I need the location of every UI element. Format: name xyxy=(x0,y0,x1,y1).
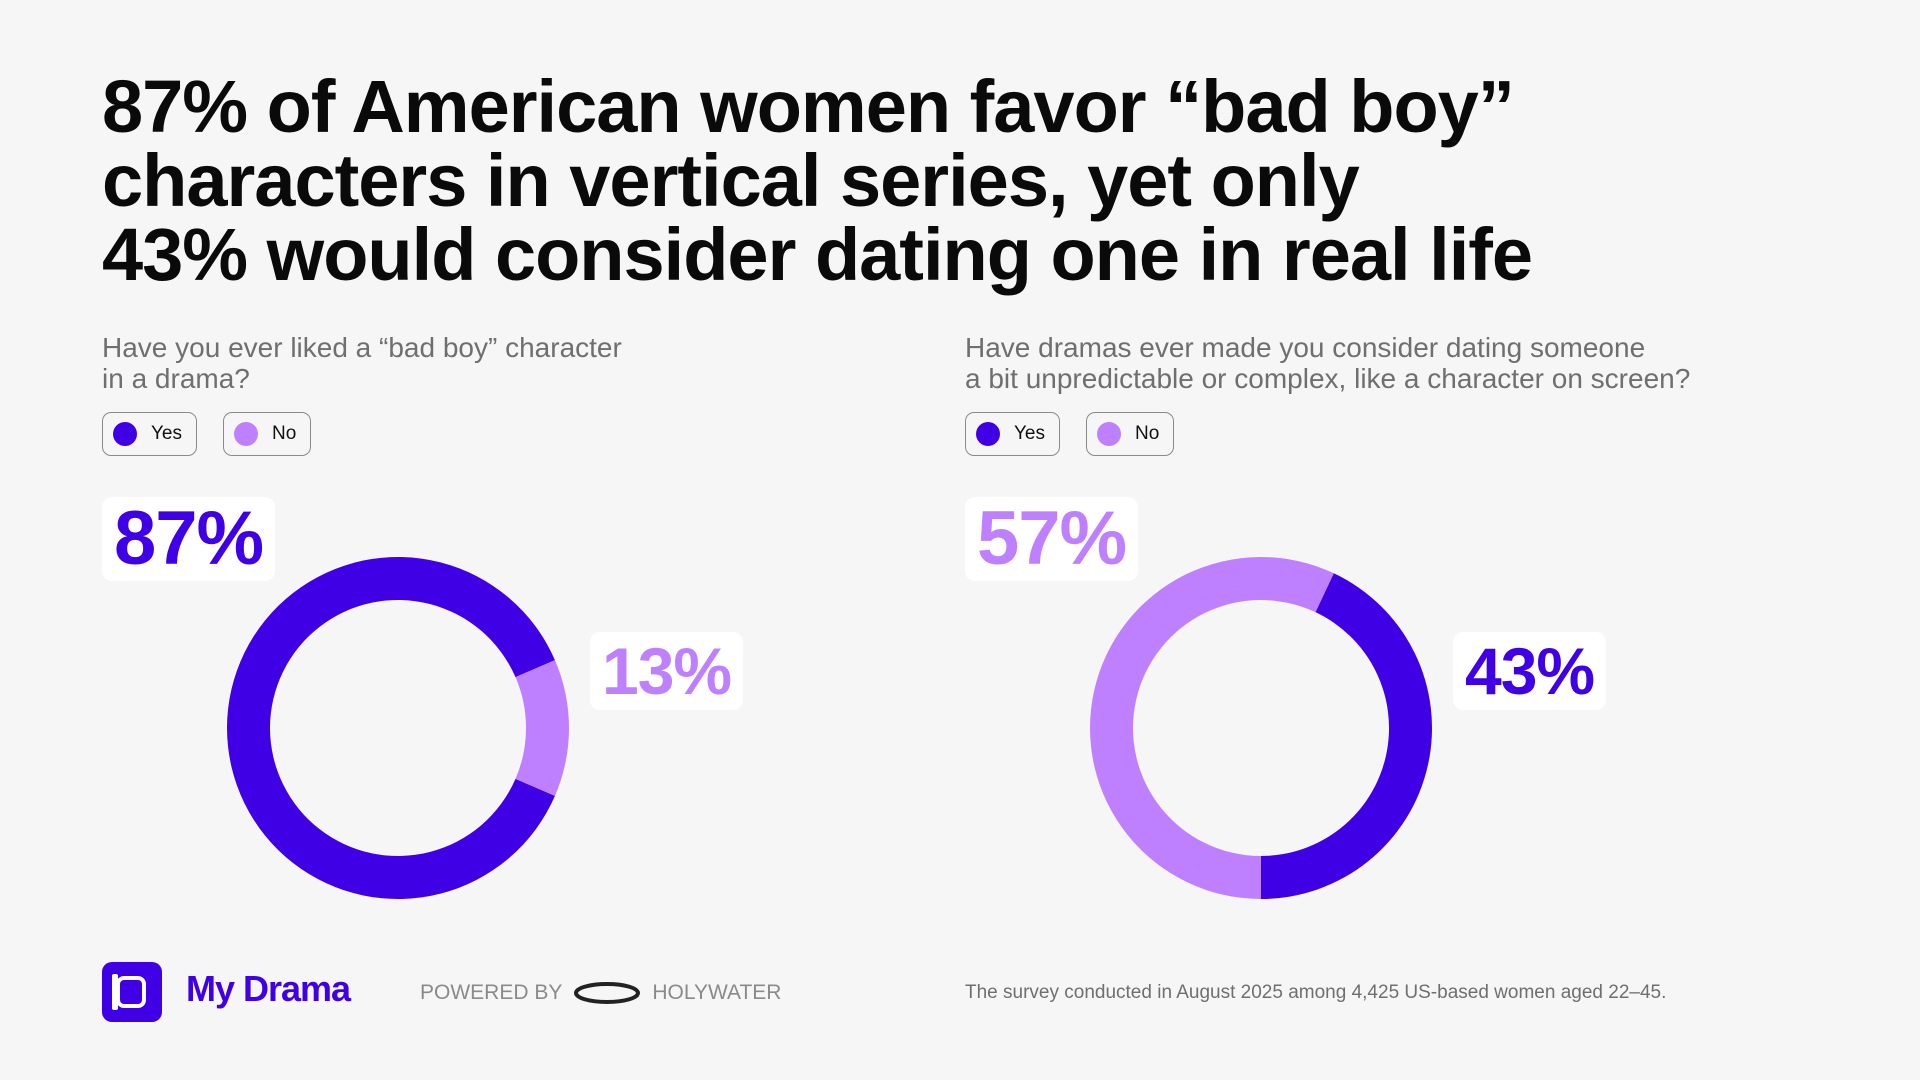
chart-panel-dating-consideration: Have dramas ever made you consider datin… xyxy=(965,332,1825,932)
data-label-yes: 87% xyxy=(102,497,276,581)
headline-line-1: 87% of American women favor “bad boy” xyxy=(102,65,1515,148)
question-1-line-2: in a drama? xyxy=(102,363,250,394)
survey-note: The survey conducted in August 2025 amon… xyxy=(965,982,1667,1003)
legend-yes-label: Yes xyxy=(151,423,182,444)
legend-yes-swatch xyxy=(976,422,1000,446)
holywater-logo-icon xyxy=(574,982,641,1004)
headline: 87% of American women favor “bad boy” ch… xyxy=(102,70,1702,292)
question-1-line-1: Have you ever liked a “bad boy” characte… xyxy=(102,332,622,363)
legend-yes[interactable]: Yes xyxy=(965,412,1060,456)
legend-yes-swatch xyxy=(113,422,137,446)
headline-line-2: characters in vertical series, yet only xyxy=(102,139,1360,222)
question-2-line-2: a bit unpredictable or complex, like a c… xyxy=(965,363,1691,394)
chart-panel-bad-boy-liked: Have you ever liked a “bad boy” characte… xyxy=(102,332,962,932)
legend-2: Yes No xyxy=(965,412,1175,456)
powered-by: POWERED BY HOLYWATER xyxy=(420,981,781,1005)
legend-1: Yes No xyxy=(102,412,312,456)
donut-chart-2 xyxy=(1090,557,1432,899)
slice-no xyxy=(1090,557,1334,899)
data-label-no: 13% xyxy=(590,632,744,710)
slice-no xyxy=(515,660,569,796)
legend-no-swatch xyxy=(234,422,258,446)
legend-no-swatch xyxy=(1097,422,1121,446)
slice-yes xyxy=(227,557,555,899)
question-1: Have you ever liked a “bad boy” characte… xyxy=(102,332,622,394)
question-2-line-1: Have dramas ever made you consider datin… xyxy=(965,332,1646,363)
partner-name: HOLYWATER xyxy=(652,981,782,1004)
my-drama-logo-icon xyxy=(102,962,162,1022)
legend-no-label: No xyxy=(1135,423,1160,444)
slice-yes xyxy=(1261,573,1432,899)
brand-name: My Drama xyxy=(186,968,351,1009)
data-label-no: 57% xyxy=(965,497,1139,581)
question-2: Have dramas ever made you consider datin… xyxy=(965,332,1690,394)
headline-line-3: 43% would consider dating one in real li… xyxy=(102,213,1533,296)
donut-chart-1 xyxy=(227,557,569,899)
legend-yes[interactable]: Yes xyxy=(102,412,197,456)
legend-yes-label: Yes xyxy=(1014,423,1045,444)
data-label-yes: 43% xyxy=(1453,632,1607,710)
powered-by-label: POWERED BY xyxy=(420,981,563,1004)
legend-no[interactable]: No xyxy=(1086,412,1175,456)
legend-no[interactable]: No xyxy=(223,412,312,456)
legend-no-label: No xyxy=(272,423,297,444)
